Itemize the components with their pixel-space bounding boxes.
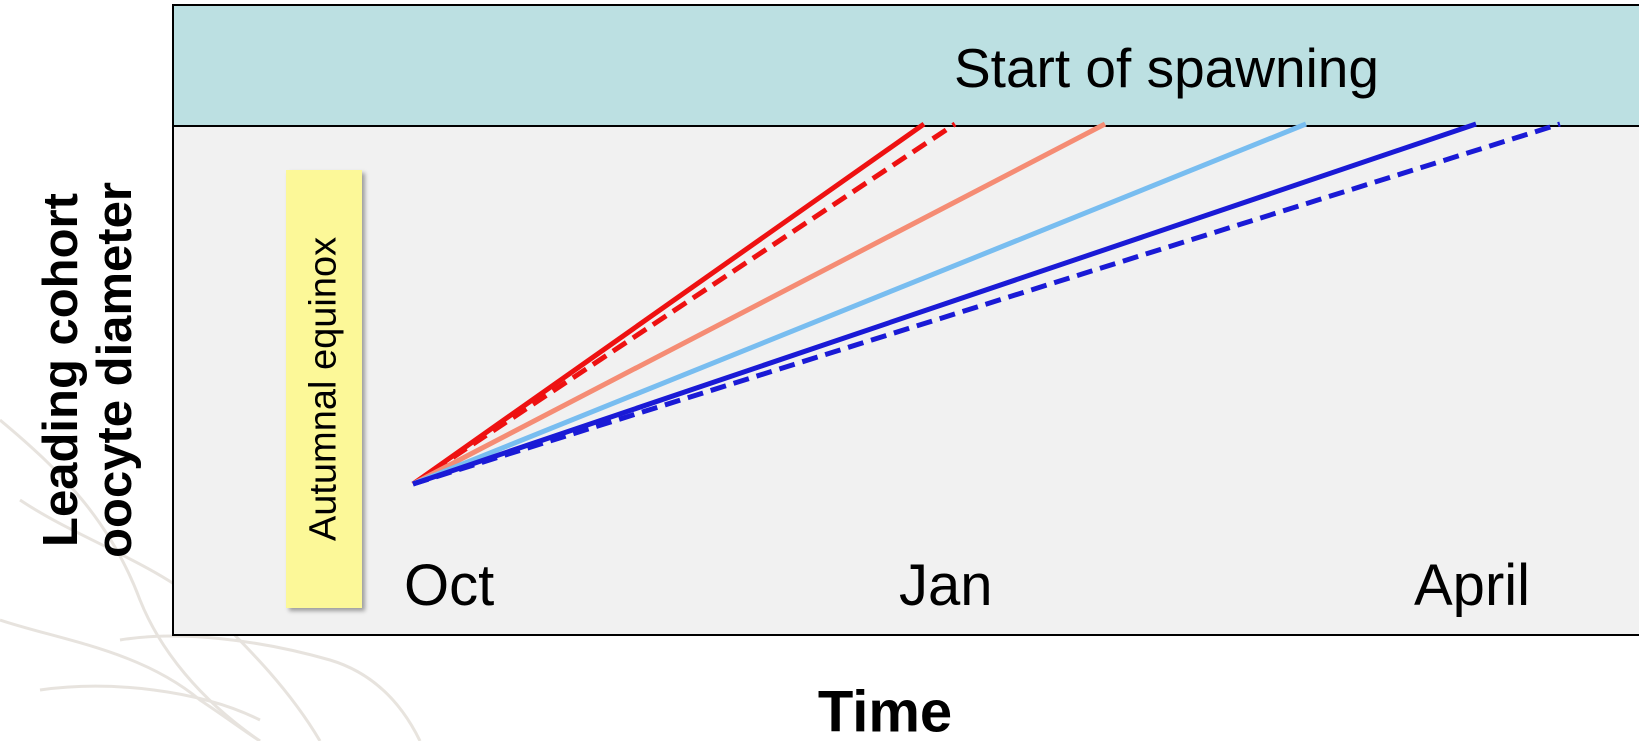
month-label-jan: Jan <box>899 553 993 618</box>
y-axis-label-line2: oocyte diameter <box>88 182 142 558</box>
y-axis-label-line1: Leading cohort <box>34 193 88 547</box>
y-axis-label: Leading cohort oocyte diameter <box>34 182 142 558</box>
plot-area: Start of spawning Autumnal equinox Oct J… <box>172 4 1639 636</box>
x-axis-label: Time <box>817 679 953 741</box>
month-label-oct: Oct <box>404 553 495 618</box>
spawning-label: Start of spawning <box>954 37 1379 99</box>
equinox-label: Autumnal equinox <box>302 236 345 542</box>
month-label-april: April <box>1414 553 1531 618</box>
equinox-box: Autumnal equinox <box>286 170 362 608</box>
spawning-band: Start of spawning <box>174 6 1639 127</box>
